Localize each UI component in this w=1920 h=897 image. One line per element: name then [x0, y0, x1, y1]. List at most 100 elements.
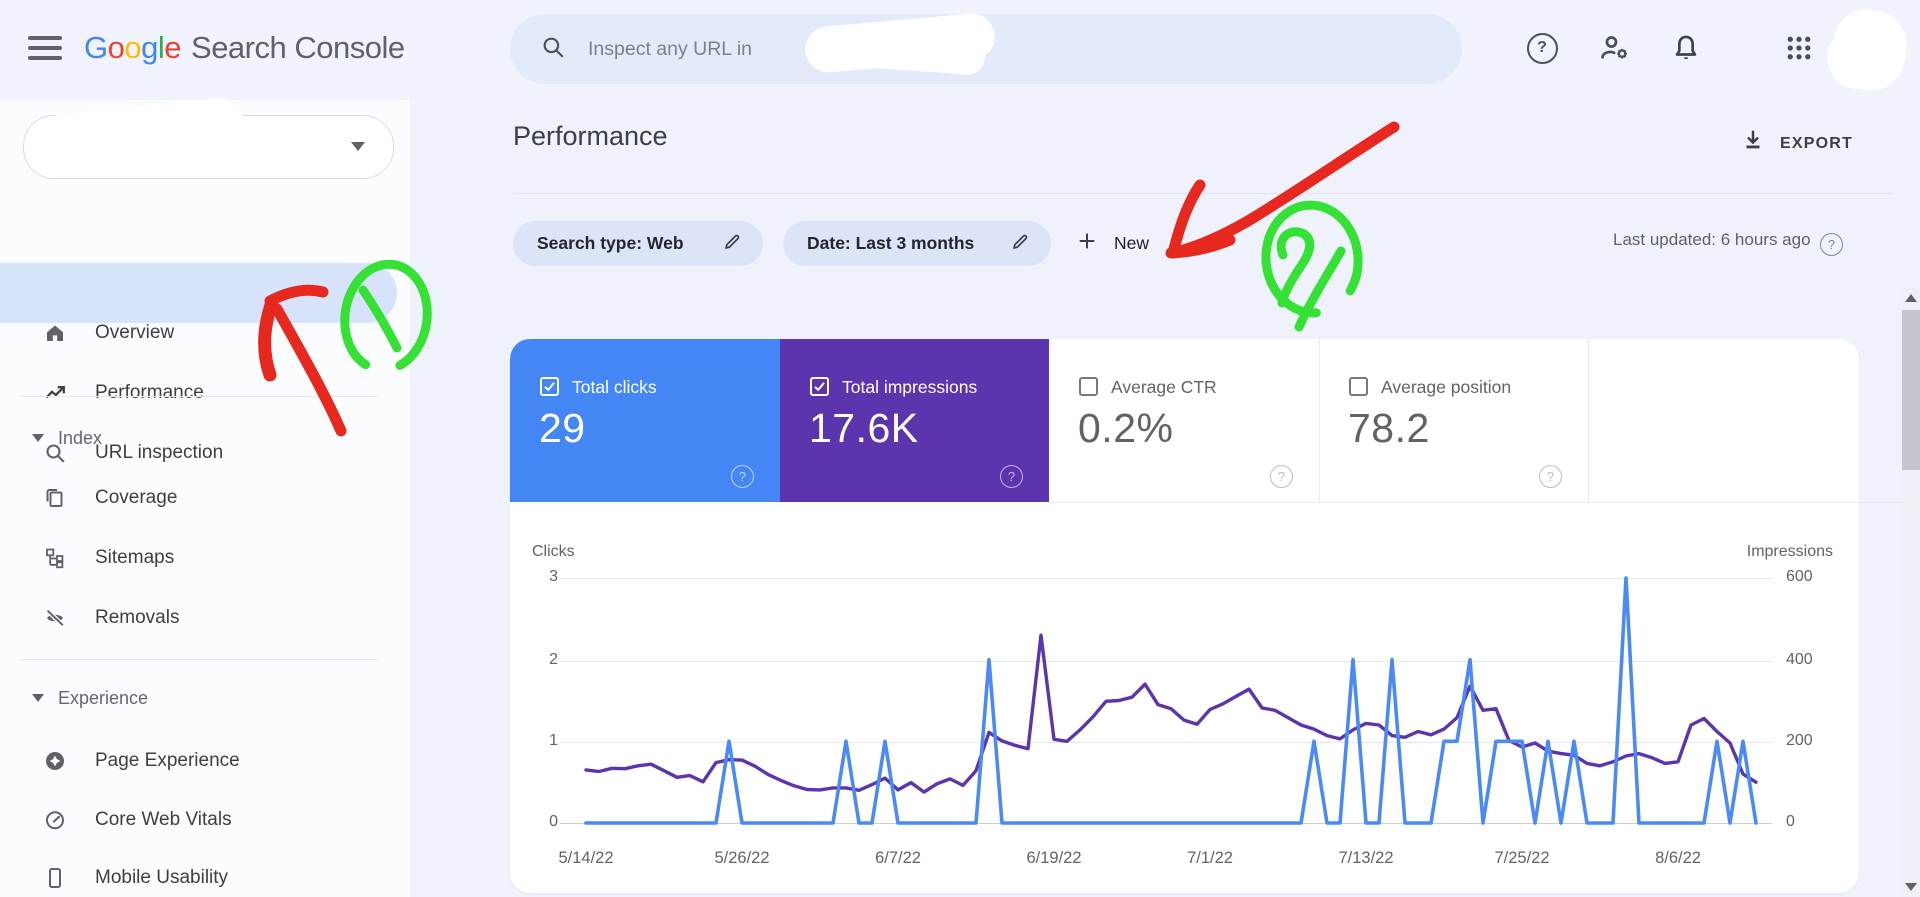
sidebar-section-label: Experience [58, 687, 149, 708]
metric-tile-total-clicks[interactable]: Total clicks 29? [510, 339, 780, 502]
sidebar-section-index[interactable]: Index [0, 416, 397, 460]
metric-tile-average-position[interactable]: Average position 78.2? [1319, 339, 1588, 502]
export-button[interactable]: EXPORT [1740, 128, 1853, 159]
redaction-scribble-property-2 [82, 118, 316, 178]
sidebar-item-label: Coverage [95, 487, 178, 508]
sidebar-item-label: Performance [95, 382, 204, 403]
tiles-bottom-border [1049, 502, 1920, 503]
header-divider [513, 193, 1894, 194]
help-icon[interactable]: ? [1820, 233, 1843, 256]
filter-chip-label: Date: Last 3 months [807, 233, 975, 253]
sidebar-item-label: Overview [95, 322, 175, 343]
logo-letter: g [141, 30, 158, 65]
help-icon[interactable]: ? [1270, 465, 1293, 488]
logo-letter: G [84, 30, 108, 65]
sidebar-item-label: Removals [95, 607, 180, 628]
sidebar-item-label: Page Experience [95, 750, 240, 771]
manage-users-icon[interactable] [1597, 30, 1633, 66]
sidebar-item-removals[interactable]: Removals [0, 588, 397, 648]
chart-gridline [560, 823, 1772, 824]
notifications-icon[interactable] [1668, 30, 1704, 66]
chevron-down-icon [32, 434, 44, 442]
sidebar-item-coverage[interactable]: Coverage [0, 468, 397, 528]
avatar[interactable] [1820, 4, 1913, 96]
chart-gridline [560, 742, 1772, 743]
sitemaps-icon [43, 546, 67, 570]
checkbox-unchecked-icon[interactable] [1079, 377, 1098, 396]
apps-grid-icon[interactable] [1781, 30, 1817, 66]
logo-letter: e [164, 30, 182, 65]
url-inspect-search-input[interactable]: Inspect any URL in [510, 11, 1462, 84]
annotation-arrow-2 [1165, 121, 1400, 259]
performance-report-card: Total clicks 29? Total impressions 17.6K? Av… [510, 339, 1920, 893]
metric-value: 78.2 [1348, 405, 1430, 451]
sidebar-item-performance[interactable]: Performance [0, 363, 397, 423]
help-icon[interactable]: ? [731, 465, 754, 488]
right-axis-tick: 600 [1786, 568, 1813, 585]
search-placeholder: Inspect any URL in [588, 37, 753, 60]
x-axis-date-label: 7/1/22 [1187, 849, 1233, 867]
hamburger-menu-icon[interactable] [28, 36, 62, 62]
chart-gridline [560, 578, 1772, 579]
right-axis-tick: 0 [1786, 813, 1795, 830]
tile-separator [1588, 339, 1589, 502]
metric-value: 29 [539, 405, 586, 451]
sidebar-item-sitemaps[interactable]: Sitemaps [0, 528, 397, 588]
chart-gridline [560, 661, 1772, 662]
performance-icon [43, 381, 67, 405]
metric-label: Total clicks [572, 377, 657, 397]
metric-label: Average position [1381, 377, 1512, 397]
metric-tile-average-ctr[interactable]: Average CTR 0.2%? [1049, 339, 1319, 502]
sidebar-item-label: Mobile Usability [95, 867, 229, 888]
checkbox-unchecked-icon[interactable] [1349, 377, 1368, 396]
new-filter-label: New [1114, 233, 1150, 253]
page-experience-icon [43, 749, 67, 773]
new-filter-button[interactable]: New [1066, 221, 1159, 266]
last-updated-text: Last updated: 6 hours ago ? [1540, 230, 1843, 256]
sidebar-item-label: URL inspection [95, 442, 224, 463]
help-icon[interactable]: ? [1000, 465, 1023, 488]
right-axis-tick: 400 [1786, 651, 1813, 668]
coverage-icon [43, 486, 67, 510]
left-axis-tick: 1 [549, 732, 558, 749]
plus-icon [1076, 230, 1098, 257]
sidebar-section-experience[interactable]: Experience [0, 676, 397, 720]
mobile-usability-icon [43, 866, 67, 890]
sidebar-item-mobile-usability[interactable]: Mobile Usability [0, 848, 397, 897]
search-icon [540, 34, 566, 65]
left-axis-title: Clicks [532, 543, 575, 560]
annotation-circle-2 [1261, 200, 1363, 332]
sidebar-item-overview[interactable]: Overview [0, 303, 397, 363]
right-axis-title: Impressions [1746, 543, 1833, 560]
sidebar-divider [20, 659, 377, 660]
vertical-scrollbar[interactable] [1902, 288, 1920, 897]
scrollbar-thumb[interactable] [1902, 310, 1920, 470]
x-axis-date-label: 6/19/22 [1026, 849, 1082, 867]
sidebar-item-core-web-vitals[interactable]: Core Web Vitals [0, 790, 397, 850]
metric-value: 17.6K [809, 405, 919, 451]
google-wordmark: Google [84, 30, 182, 65]
filter-chip-date[interactable]: Date: Last 3 months [783, 221, 1051, 266]
tile-separator [1319, 339, 1320, 502]
sidebar: Overview Performance URL inspection Index Co… [0, 95, 410, 897]
checkbox-checked-icon[interactable] [810, 377, 829, 396]
metric-tile-total-impressions[interactable]: Total impressions 17.6K? [780, 339, 1049, 502]
filter-chip-search-type[interactable]: Search type: Web [513, 221, 763, 266]
google-search-console-logo[interactable]: Google Search Console [84, 30, 405, 66]
help-icon[interactable]: ? [1524, 30, 1560, 66]
edit-pencil-icon [722, 231, 743, 257]
edit-pencil-icon [1010, 231, 1031, 257]
left-axis-tick: 2 [549, 651, 558, 668]
chevron-down-icon [351, 142, 365, 151]
scrollbar-up-arrow[interactable] [1902, 290, 1920, 306]
scrollbar-down-arrow[interactable] [1902, 879, 1920, 895]
sidebar-section-label: Index [58, 427, 103, 448]
top-app-bar: Google Search Console Inspect any URL in … [0, 0, 1920, 100]
sidebar-item-page-experience[interactable]: Page Experience [0, 731, 397, 791]
metric-value: 0.2% [1078, 405, 1174, 451]
checkbox-checked-icon[interactable] [540, 377, 559, 396]
property-selector[interactable] [23, 95, 394, 179]
help-icon[interactable]: ? [1539, 465, 1562, 488]
sidebar-item-url-inspection[interactable]: URL inspection [0, 423, 397, 483]
